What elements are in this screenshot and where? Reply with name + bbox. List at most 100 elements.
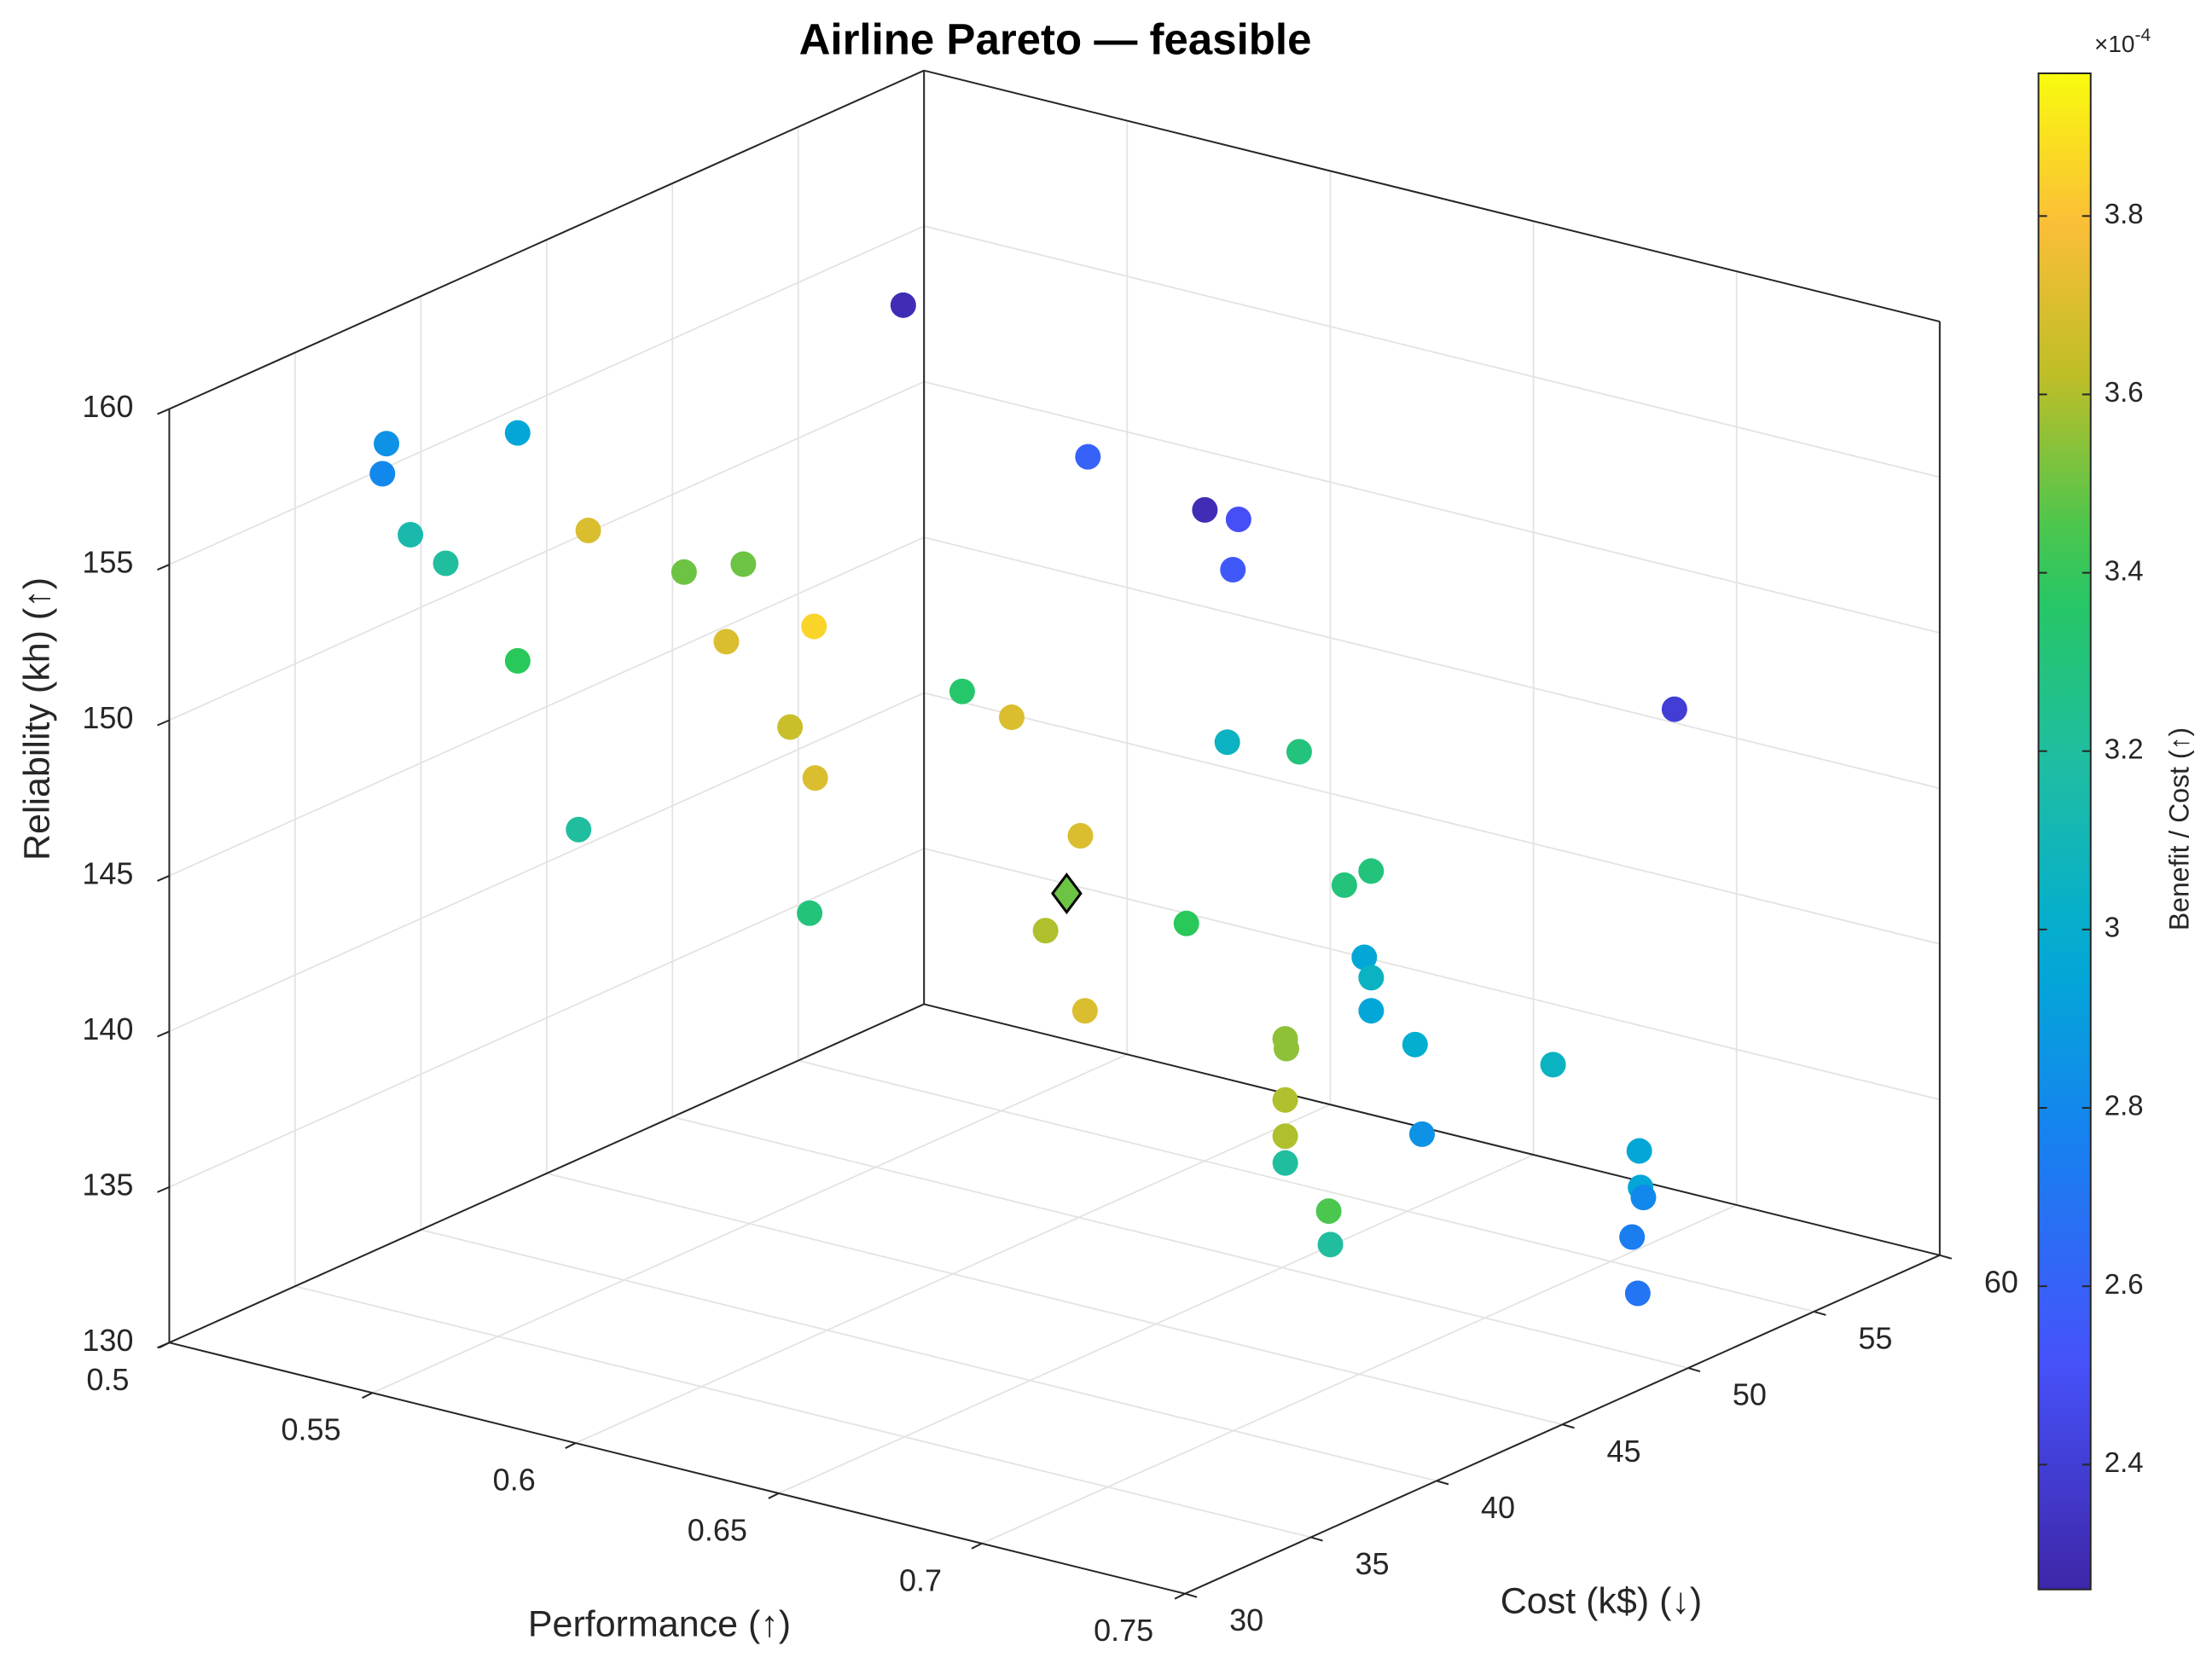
- axis-edge: [923, 69, 1941, 323]
- point: [801, 613, 827, 640]
- point: [802, 765, 828, 791]
- grid-line: [169, 692, 1941, 1033]
- x-tick: [971, 1542, 983, 1550]
- colorbar-tick-label: 3: [2105, 912, 2120, 943]
- z-tick: [157, 719, 170, 727]
- z-tick-label: 150: [82, 700, 133, 735]
- point: [1619, 1224, 1646, 1250]
- x-tick-label: 0.75: [1094, 1613, 1153, 1648]
- axis-edge: [169, 1342, 1186, 1595]
- point: [671, 559, 697, 585]
- colorbar: [2037, 72, 2092, 1591]
- point: [1402, 1031, 1428, 1058]
- grid-line: [1184, 322, 1941, 1595]
- colorbar-tick-label: 3.8: [2105, 198, 2144, 229]
- point: [1071, 998, 1098, 1024]
- point: [374, 431, 400, 457]
- highlight-point: [1051, 872, 1083, 915]
- y-tick-label: 45: [1606, 1434, 1640, 1469]
- grid-line: [169, 225, 1941, 565]
- point: [1272, 1150, 1298, 1176]
- point: [433, 550, 459, 577]
- point: [713, 629, 740, 655]
- axis-edge: [1184, 1254, 1941, 1595]
- point: [1214, 729, 1240, 756]
- point: [1358, 858, 1385, 884]
- point: [1032, 918, 1059, 944]
- z-tick: [157, 875, 170, 882]
- grid-layer: [168, 69, 1941, 1595]
- colorbar-tick-label: 2.6: [2105, 1268, 2144, 1300]
- point: [1408, 1121, 1435, 1147]
- x-axis-label: Performance (↑): [528, 1603, 791, 1644]
- colorbar-tick-label: 3.6: [2105, 376, 2144, 408]
- point: [1286, 739, 1312, 765]
- z-tick: [157, 1030, 170, 1038]
- point: [1272, 1123, 1298, 1150]
- point: [1624, 1280, 1651, 1307]
- point: [1630, 1185, 1657, 1211]
- point: [949, 678, 975, 704]
- colorbar-label: Benefit / Cost (↑): [2163, 727, 2194, 930]
- y-tick: [1310, 1536, 1323, 1542]
- x-tick-label: 0.5: [86, 1362, 129, 1397]
- point: [777, 714, 804, 740]
- z-tick-label: 135: [82, 1167, 133, 1202]
- chart-title: Airline Pareto — feasible: [799, 14, 1312, 63]
- point: [1626, 1138, 1652, 1164]
- point: [998, 704, 1025, 731]
- point: [1331, 872, 1357, 898]
- y-tick: [1814, 1310, 1826, 1316]
- y-tick: [1562, 1423, 1575, 1429]
- colorbar-tick-label: 2.4: [2105, 1446, 2144, 1478]
- z-tick: [157, 1185, 170, 1193]
- y-tick: [1436, 1480, 1449, 1486]
- x-tick-label: 0.7: [899, 1562, 942, 1597]
- z-tick: [157, 408, 170, 415]
- x-tick: [362, 1392, 374, 1400]
- point: [1173, 910, 1199, 936]
- multiplier-exponent: -4: [2135, 26, 2151, 45]
- axis-edge: [169, 1003, 925, 1344]
- y-tick-label: 40: [1481, 1490, 1515, 1525]
- point: [1220, 557, 1246, 583]
- x-tick: [768, 1492, 780, 1499]
- z-tick-label: 145: [82, 855, 133, 890]
- y-axis-label: Cost (k$) (↓): [1501, 1580, 1703, 1621]
- point: [1540, 1052, 1566, 1078]
- grid-line: [169, 848, 1941, 1188]
- point: [566, 816, 592, 843]
- point: [1315, 1198, 1342, 1225]
- x-tick-label: 0.55: [282, 1412, 341, 1447]
- point: [1351, 944, 1378, 971]
- y-tick: [1687, 1367, 1701, 1373]
- x-tick-label: 0.65: [688, 1512, 747, 1547]
- z-axis-label: Reliability (kh) (↑): [16, 577, 57, 861]
- point: [1225, 506, 1251, 532]
- grid-line: [169, 69, 1941, 410]
- point: [1272, 1087, 1298, 1113]
- colorbar-tick-label: 3.4: [2105, 554, 2144, 586]
- x-tick: [1174, 1592, 1186, 1600]
- point: [1358, 965, 1385, 991]
- point: [1317, 1231, 1344, 1258]
- point: [504, 420, 531, 446]
- point: [890, 292, 916, 318]
- z-tick-label: 130: [82, 1323, 133, 1358]
- colorbar-multiplier: ×10-4: [2094, 26, 2151, 58]
- z-tick-label: 155: [82, 545, 133, 580]
- x-tick-label: 0.6: [493, 1463, 536, 1498]
- grid-line: [169, 380, 1941, 721]
- colorbar-tick-label: 2.8: [2105, 1090, 2144, 1121]
- point: [1661, 696, 1687, 722]
- y-tick-label: 30: [1229, 1602, 1263, 1637]
- point: [1273, 1035, 1299, 1062]
- multiplier-base: ×10: [2094, 31, 2135, 57]
- points-layer: [369, 292, 1687, 1307]
- point: [797, 900, 823, 926]
- point: [398, 522, 424, 548]
- point: [504, 647, 531, 674]
- y-tick-label: 60: [1984, 1264, 2018, 1299]
- point: [369, 461, 396, 487]
